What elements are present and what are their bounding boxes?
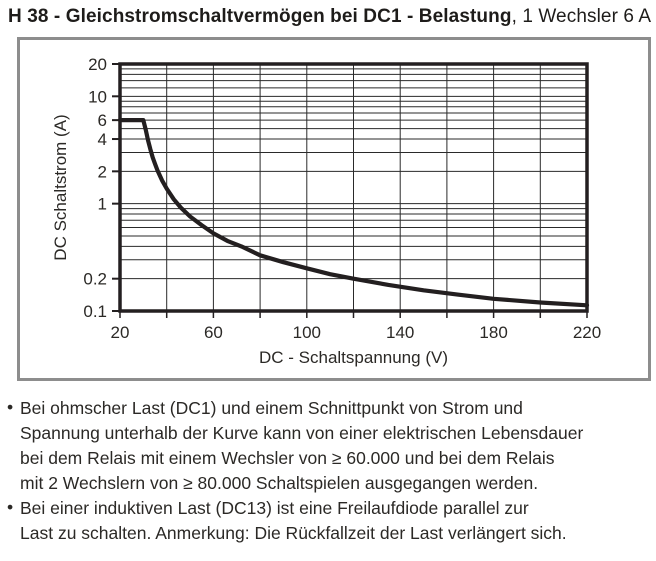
note-dc13-inductive-load: • Bei einer induktiven Last (DC13) ist e… [0,496,652,546]
y-axis-title: DC Schaltstrom (A) [51,114,70,260]
dc1-curve [117,117,590,308]
dc1-switching-capacity-chart: 20 60 100 140 180 220 20 10 64 2 1 0.2 0.1 DC - Schal… [51,55,601,367]
x-tick-label: 220 [573,323,601,342]
y-tick-label: 10 [88,87,107,106]
x-tick-label: 140 [386,323,414,342]
x-tick-label: 100 [293,323,321,342]
note-line: Last zu schalten. Anmerkung: Die Rückfal… [20,523,567,543]
bullet-icon: • [7,397,14,417]
bullet-icon: • [7,497,14,517]
chart-frame: 20 60 100 140 180 220 20 10 6 4 2 1 0.2 0.1 DC - Schal… [17,37,651,381]
notes-list: • Bei ohmscher Last (DC1) und einem Schn… [0,396,652,546]
y-tick-label: 0.2 [83,270,107,289]
y-tick-label: 1 [98,195,107,214]
y-tick-label: 0.1 [83,302,107,321]
note-text: Bei einer induktiven Last (DC13) ist ein… [20,496,652,546]
note-line: Bei einer induktiven Last (DC13) ist ein… [20,498,529,518]
y-tick-label: 4 [98,130,107,149]
x-axis-title: DC - Schaltspannung (V) [259,348,448,367]
note-line: Spannung unterhalb der Kurve kann von ei… [20,423,584,443]
x-tick-label: 20 [111,323,130,342]
y-tick-label: 20 [88,55,107,74]
note-line: mit 2 Wechslern von ≥ 80.000 Schaltspiel… [20,473,539,493]
title-suffix: , 1 Wechsler 6 A [511,6,652,27]
note-line: bei dem Relais mit einem Wechsler von ≥ … [20,448,555,468]
note-text: Bei ohmscher Last (DC1) und einem Schnit… [20,396,652,496]
y-tick-label: 6 [98,111,107,130]
note-dc1-resistive-load: • Bei ohmscher Last (DC1) und einem Schn… [0,396,652,496]
y-tick-label: 2 [98,162,107,181]
note-line: Bei ohmscher Last (DC1) und einem Schnit… [20,398,523,418]
page-title: H 38 - Gleichstromschaltvermögen bei DC1… [8,5,651,29]
plot-border [118,62,589,313]
x-tick-label: 60 [204,323,223,342]
title-main: H 38 - Gleichstromschaltvermögen bei DC1… [8,6,512,27]
x-tick-label: 180 [479,323,507,342]
